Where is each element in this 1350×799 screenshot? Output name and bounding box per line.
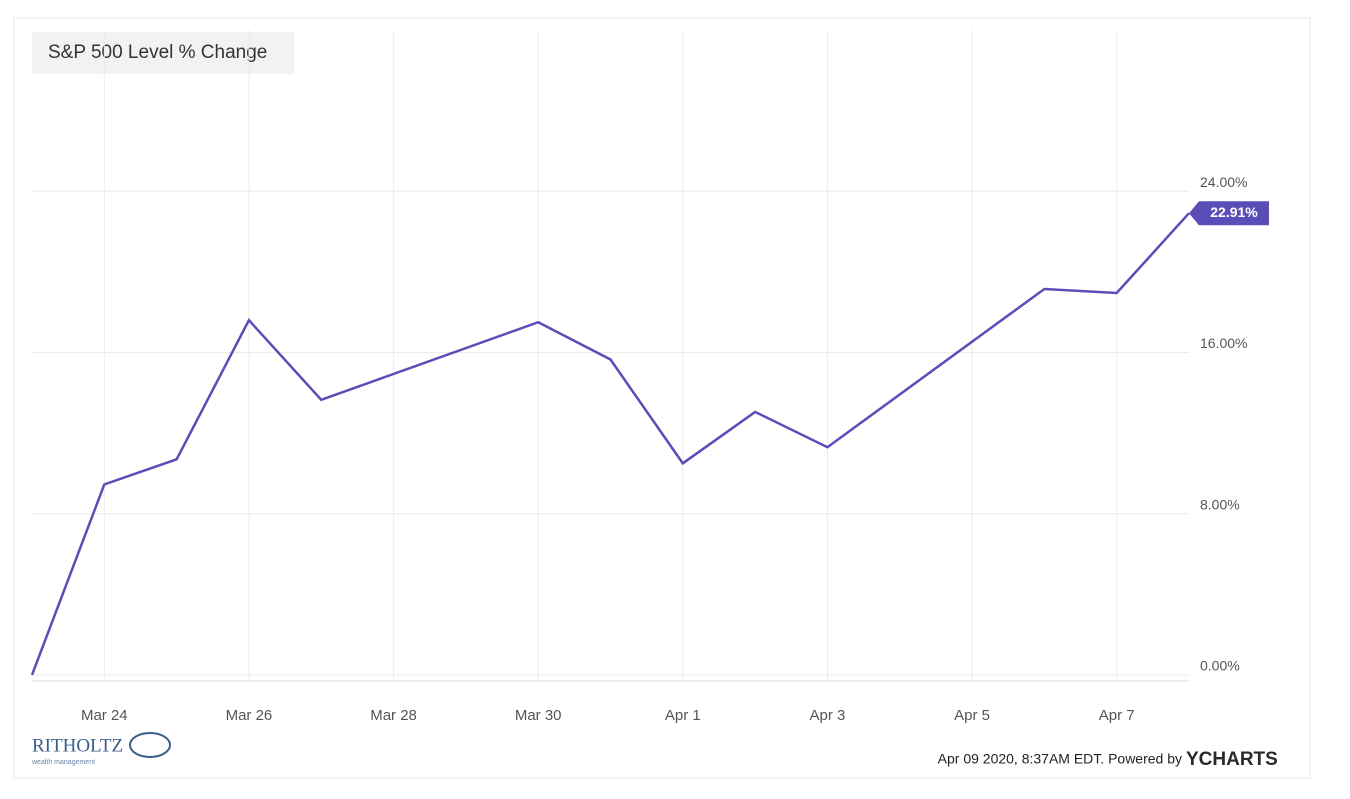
x-tick-label: Apr 3 (810, 707, 846, 724)
footer-timestamp: Apr 09 2020, 8:37AM EDT. Powered by (938, 751, 1182, 767)
value-badge (1189, 201, 1269, 226)
value-label: 22.91% (1210, 204, 1258, 220)
title-box (32, 32, 294, 74)
footer-brand: YCHARTS (1186, 749, 1278, 770)
logo-subtitle: wealth management (31, 759, 95, 766)
x-tick-label: Mar 28 (370, 707, 417, 724)
x-tick-label: Apr 7 (1099, 707, 1135, 724)
chart-title: S&P 500 Level % Change (48, 42, 267, 63)
logo-icon (129, 732, 171, 758)
x-tick-label: Mar 24 (81, 707, 128, 724)
y-tick-label: 16.00% (1200, 335, 1247, 351)
x-tick-label: Apr 1 (665, 707, 701, 724)
line (30, 212, 1190, 676)
y-tick-label: 0.00% (1200, 658, 1240, 674)
logo-name: RITHOLTZ (32, 735, 123, 756)
x-tick-label: Mar 30 (515, 707, 562, 724)
y-tick-label: 24.00% (1200, 174, 1247, 190)
frame (13, 17, 1311, 779)
x-tick-label: Mar 26 (226, 707, 273, 724)
y-tick-label: 8.00% (1200, 496, 1240, 512)
x-tick-label: Apr 5 (954, 707, 990, 724)
